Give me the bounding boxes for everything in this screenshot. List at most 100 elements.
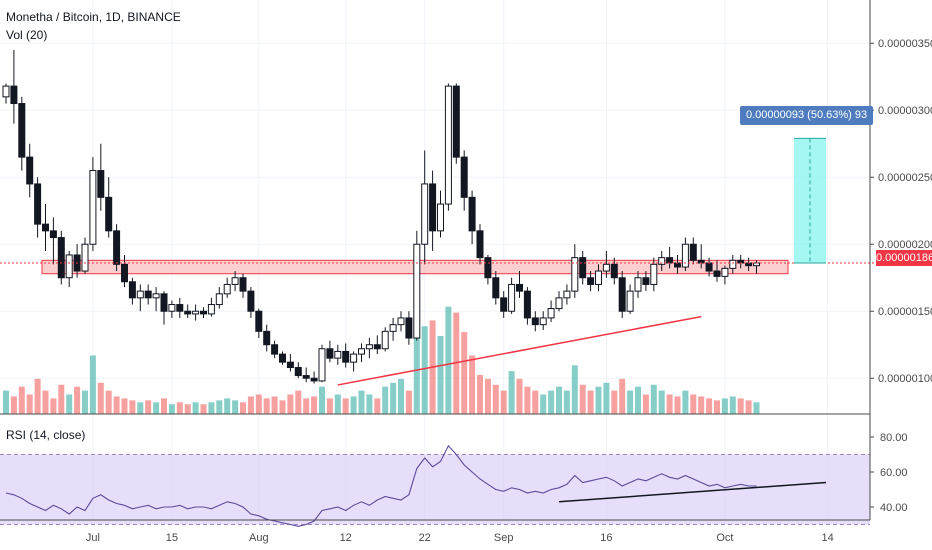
candle[interactable]	[634, 271, 642, 298]
candle[interactable]	[263, 324, 271, 352]
candle[interactable]	[2, 83, 10, 104]
candle[interactable]	[334, 344, 342, 365]
candle[interactable]	[413, 230, 421, 341]
candle[interactable]	[97, 143, 105, 211]
candle[interactable]	[192, 304, 200, 321]
candle[interactable]	[18, 96, 26, 171]
candle[interactable]	[10, 49, 18, 124]
candle[interactable]	[81, 237, 89, 274]
candle[interactable]	[476, 224, 484, 265]
candle[interactable]	[729, 254, 737, 274]
candle[interactable]	[160, 291, 168, 325]
candle[interactable]	[642, 271, 650, 292]
candle[interactable]	[207, 297, 215, 317]
candle[interactable]	[286, 354, 294, 372]
candle[interactable]	[136, 284, 144, 312]
price-tick-label: 0.00000200	[878, 239, 932, 251]
candle[interactable]	[618, 271, 626, 318]
candle[interactable]	[579, 250, 587, 285]
time-axis[interactable]: Jul 15 Aug 12 22 Sep 16 Oct 14	[86, 532, 834, 544]
candle[interactable]	[602, 250, 610, 278]
candle[interactable]	[26, 143, 34, 198]
candle[interactable]	[681, 237, 689, 272]
candle[interactable]	[713, 260, 721, 282]
candle[interactable]	[49, 217, 57, 265]
candle[interactable]	[555, 291, 563, 312]
candle[interactable]	[57, 230, 65, 285]
rsi-axis[interactable]: 80.00 60.00 40.00	[870, 432, 908, 514]
candle[interactable]	[484, 254, 492, 285]
candle[interactable]	[444, 83, 452, 211]
candle[interactable]	[176, 297, 184, 318]
candle[interactable]	[89, 157, 97, 251]
candle[interactable]	[516, 271, 523, 298]
candle[interactable]	[42, 204, 49, 251]
candle[interactable]	[397, 311, 405, 332]
rsi-trendline[interactable]	[558, 481, 827, 503]
candle[interactable]	[531, 311, 539, 332]
candle[interactable]	[571, 244, 579, 298]
candle[interactable]	[595, 264, 602, 292]
symbol-legend[interactable]: Monetha / Bitcoin, 1D, BINANCE	[6, 10, 181, 24]
candle[interactable]	[215, 287, 223, 309]
candle[interactable]	[168, 300, 176, 318]
candle[interactable]	[279, 351, 286, 365]
candle[interactable]	[610, 257, 618, 285]
candle[interactable]	[437, 190, 444, 238]
candle[interactable]	[358, 343, 365, 363]
candle[interactable]	[721, 265, 729, 285]
price-trendline[interactable]	[337, 315, 702, 386]
volume-bar	[469, 355, 476, 414]
candle[interactable]	[508, 277, 516, 314]
candle[interactable]	[294, 362, 302, 379]
candle[interactable]	[255, 308, 263, 339]
candle[interactable]	[460, 150, 468, 211]
candle[interactable]	[468, 190, 476, 245]
candle[interactable]	[113, 224, 121, 272]
candle[interactable]	[34, 177, 42, 238]
candle[interactable]	[658, 250, 666, 272]
candle[interactable]	[523, 287, 531, 325]
candle[interactable]	[405, 311, 413, 345]
candle[interactable]	[318, 344, 326, 383]
candle[interactable]	[271, 340, 279, 359]
candle[interactable]	[247, 287, 255, 318]
candle[interactable]	[350, 351, 358, 372]
candle[interactable]	[128, 277, 136, 305]
candle[interactable]	[492, 271, 500, 305]
candle[interactable]	[389, 317, 397, 341]
candle[interactable]	[326, 340, 334, 363]
candle[interactable]	[421, 150, 429, 265]
measure-box[interactable]	[794, 138, 826, 263]
candle[interactable]	[500, 291, 508, 318]
candle[interactable]	[342, 343, 350, 368]
candle[interactable]	[452, 83, 460, 164]
candle[interactable]	[381, 327, 389, 352]
candles[interactable]	[2, 49, 760, 384]
candle[interactable]	[302, 367, 310, 383]
candle[interactable]	[105, 177, 113, 238]
rsi-legend[interactable]: RSI (14, close)	[6, 428, 86, 442]
volume-legend[interactable]: Vol (20)	[6, 28, 48, 42]
candle[interactable]	[239, 273, 247, 298]
candle[interactable]	[587, 271, 595, 292]
candle[interactable]	[563, 284, 571, 305]
candle[interactable]	[65, 250, 73, 288]
candle[interactable]	[121, 254, 128, 288]
candle[interactable]	[152, 287, 160, 312]
candle[interactable]	[547, 300, 555, 322]
candle[interactable]	[539, 311, 547, 330]
candle[interactable]	[223, 277, 231, 298]
candle[interactable]	[200, 307, 207, 318]
candle[interactable]	[231, 271, 239, 292]
price-axis[interactable]: 0.00000350 0.00000300 0.00000250 0.00000200…	[870, 38, 932, 385]
candle[interactable]	[144, 284, 152, 305]
candle[interactable]	[365, 338, 373, 359]
candle[interactable]	[310, 371, 318, 384]
candle[interactable]	[689, 237, 697, 265]
candle[interactable]	[626, 284, 634, 314]
candle[interactable]	[429, 170, 437, 251]
candle[interactable]	[184, 304, 192, 318]
candle[interactable]	[373, 335, 381, 355]
